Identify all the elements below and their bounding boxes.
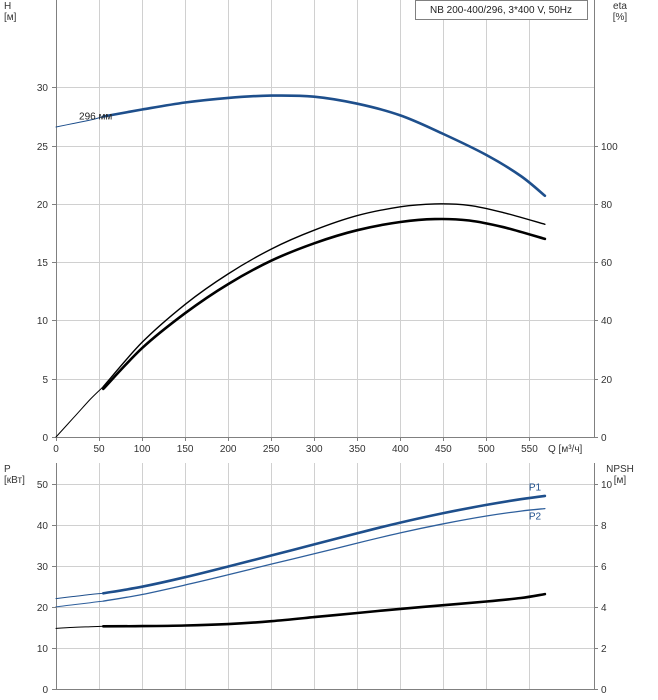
head-efficiency-right-tick-label: 20 [601, 375, 613, 386]
head-efficiency-series-line-4 [102, 217, 547, 391]
head-efficiency-x-tick-label: 150 [177, 444, 194, 455]
head-efficiency-left-tick-label: 25 [37, 142, 49, 153]
head-efficiency-x-tick-label: 300 [306, 444, 323, 455]
power-npsh-right-tick-label: 4 [601, 603, 607, 614]
power-npsh-left-tick-label: 10 [37, 644, 49, 655]
power-npsh-series-line-1 [102, 494, 547, 595]
power-npsh-left-tick-label: 0 [42, 685, 48, 696]
head-efficiency-right-tick-label: 0 [601, 433, 607, 444]
head-efficiency-right-tick-label: 40 [601, 316, 613, 327]
head-efficiency-x-tick-label: 100 [134, 444, 151, 455]
head-efficiency-x-tick-label: 0 [53, 444, 59, 455]
head-efficiency-x-tick-label: 200 [220, 444, 237, 455]
head-efficiency-left-tick-label: 0 [42, 433, 48, 444]
model-badge [415, 0, 588, 20]
head-efficiency-x-tick-label: 550 [521, 444, 538, 455]
model-badge-text: NB 200-400/296, 3*400 V, 50Hz [430, 5, 572, 16]
head-efficiency-left-tick-label: 30 [37, 83, 49, 94]
power-npsh-left-axis-title: [кВт] [4, 475, 25, 486]
head-efficiency-left-axis-title: [м] [4, 12, 17, 23]
power-npsh-series-line-2 [55, 600, 104, 608]
head-efficiency-left-axis-title: H [4, 1, 11, 12]
head-efficiency-right-axis-title: eta [613, 1, 627, 12]
head-efficiency-x-tick-label: 350 [349, 444, 366, 455]
head-efficiency-right-axis-title: [%] [613, 12, 628, 23]
power-npsh-series-line-3 [102, 507, 546, 602]
power-npsh-right-axis-title: NPSH [606, 464, 634, 475]
head-efficiency-left-tick-label: 20 [37, 200, 49, 211]
head-efficiency-left-tick-label: 10 [37, 316, 49, 327]
head-efficiency-series-line-0 [55, 116, 104, 128]
power-npsh-series-line-0 [55, 592, 104, 600]
head-efficiency-x-tick-label: 450 [435, 444, 452, 455]
power-npsh-left-axis-title: P [4, 464, 11, 475]
power-npsh-right-tick-label: 6 [601, 562, 607, 573]
power-npsh-left-tick-label: 40 [37, 521, 49, 532]
power-npsh-left-tick-label: 50 [37, 480, 49, 491]
power-npsh-left-tick-label: 20 [37, 603, 49, 614]
head-efficiency-left-tick-label: 5 [42, 375, 48, 386]
power-npsh-left-tick-label: 30 [37, 562, 49, 573]
head-efficiency-annotation: 296 мм [79, 112, 112, 123]
head-efficiency-left-tick-label: 15 [37, 258, 49, 269]
power-npsh-series-line-4 [55, 625, 104, 629]
head-efficiency-x-tick-label: 50 [93, 444, 105, 455]
head-efficiency-series-line-1 [102, 94, 547, 198]
head-efficiency-series-line-3 [102, 203, 546, 388]
power-npsh-right-tick-label: 10 [601, 480, 613, 491]
head-efficiency-x-tick-label: 500 [478, 444, 495, 455]
head-efficiency-right-tick-label: 80 [601, 200, 613, 211]
head-efficiency-series-line-2 [55, 386, 104, 438]
power-npsh-series-line-5 [102, 592, 547, 628]
power-npsh-series-label-P2: P2 [529, 511, 542, 522]
power-npsh-right-axis-title: [м] [614, 475, 627, 486]
head-efficiency-right-tick-label: 100 [601, 142, 618, 153]
head-efficiency-x-axis-title: Q [м³/ч] [548, 444, 583, 455]
power-npsh-right-tick-label: 0 [601, 685, 607, 696]
head-efficiency-right-tick-label: 60 [601, 258, 613, 269]
power-npsh-series-label-P1: P1 [529, 483, 542, 494]
power-npsh-right-tick-label: 2 [601, 644, 607, 655]
head-efficiency-x-tick-label: 250 [263, 444, 280, 455]
power-npsh-right-tick-label: 8 [601, 521, 607, 532]
head-efficiency-x-tick-label: 400 [392, 444, 409, 455]
